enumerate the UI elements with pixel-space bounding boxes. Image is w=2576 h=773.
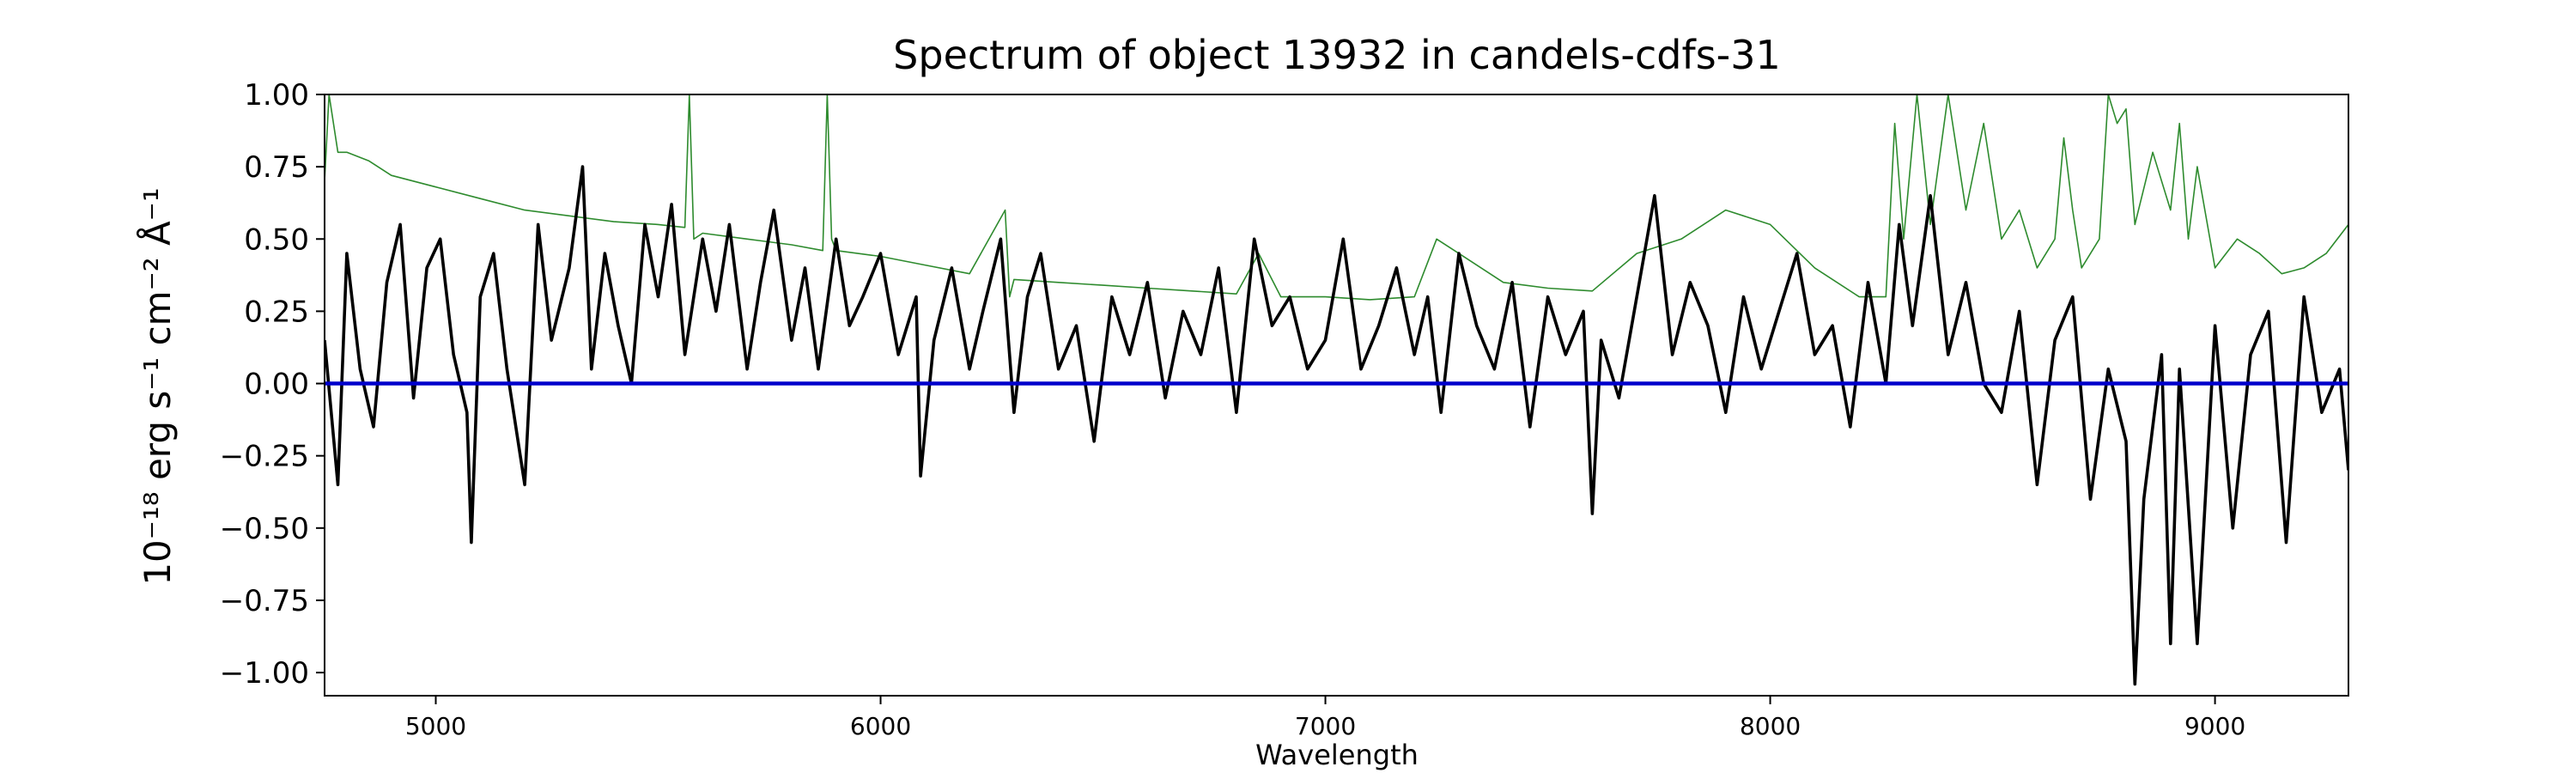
- y-tick-label: 0.75: [244, 150, 309, 185]
- series-group: [325, 94, 2348, 686]
- flux-series-line: [325, 165, 2348, 686]
- error-series-line: [325, 94, 2348, 301]
- y-tick-label: 0.25: [244, 295, 309, 329]
- y-tick-label: −0.50: [220, 512, 309, 546]
- plot-frame: [324, 94, 2349, 697]
- x-axis: 5000 6000 7000 8000 9000: [405, 696, 2245, 740]
- y-tick-label: −0.25: [220, 440, 309, 474]
- y-tick-label: 0.00: [244, 368, 309, 402]
- x-tick-label: 8000: [1740, 712, 1801, 740]
- y-axis: 1.00 0.75 0.50 0.25 0.00 −0.25 −0.50 −0.75 −1.00: [220, 78, 325, 691]
- y-tick-label: −0.75: [220, 584, 309, 618]
- chart-title: Spectrum of object 13932 in candels-cdfs…: [893, 32, 1781, 78]
- y-axis-label: 10⁻¹⁸ erg s⁻¹ cm⁻² Å⁻¹: [136, 187, 179, 585]
- x-tick-label: 7000: [1295, 712, 1356, 740]
- x-axis-label: Wavelength: [1255, 739, 1419, 771]
- y-tick-label: 1.00: [244, 78, 309, 113]
- x-tick-label: 6000: [850, 712, 911, 740]
- y-tick-label: −1.00: [220, 656, 309, 691]
- x-tick-label: 5000: [405, 712, 466, 740]
- plot-area: [324, 94, 2349, 697]
- y-tick-label: 0.50: [244, 222, 309, 257]
- x-tick-label: 9000: [2184, 712, 2245, 740]
